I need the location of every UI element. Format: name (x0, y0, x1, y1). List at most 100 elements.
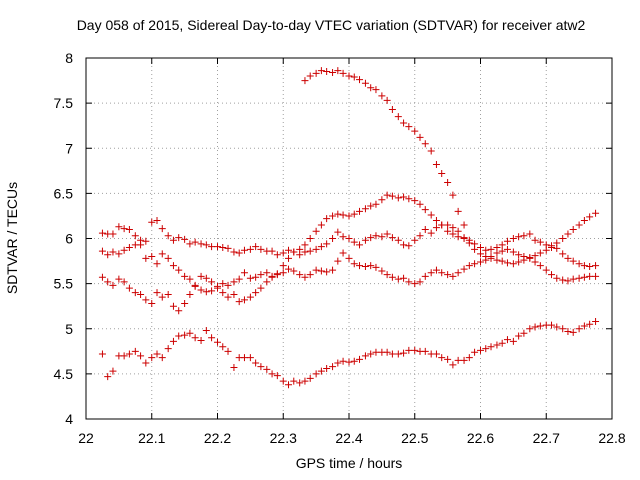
data-point (372, 348, 380, 356)
data-point (427, 211, 435, 219)
data-point (542, 246, 550, 254)
data-point (449, 230, 457, 238)
data-point (548, 244, 556, 252)
data-point (263, 365, 271, 373)
x-tick-label: 22.1 (138, 430, 165, 446)
data-point (224, 244, 232, 252)
data-point (191, 334, 199, 342)
data-point (416, 278, 424, 286)
x-tick-label: 22 (78, 430, 94, 446)
data-point (148, 253, 156, 261)
data-point (120, 352, 128, 360)
data-point (240, 246, 248, 254)
data-point (306, 235, 314, 242)
data-point (482, 256, 490, 264)
data-point (509, 260, 517, 268)
data-point (329, 266, 337, 274)
data-point (202, 241, 210, 249)
data-point (405, 242, 413, 250)
y-tick-label: 6.5 (54, 185, 74, 201)
data-point (246, 274, 254, 282)
data-point (98, 229, 106, 237)
data-point (323, 268, 331, 276)
data-point (498, 257, 506, 265)
data-point (411, 346, 419, 354)
data-point (542, 266, 550, 274)
data-point (559, 250, 567, 258)
data-point (268, 370, 276, 378)
data-point (279, 262, 287, 270)
data-point (240, 269, 248, 277)
data-point (268, 247, 276, 255)
data-point (296, 379, 304, 387)
data-point (487, 253, 495, 261)
data-point (137, 290, 145, 298)
data-point (224, 293, 232, 301)
data-point (361, 79, 369, 87)
data-point (575, 221, 583, 229)
data-point (339, 233, 347, 241)
data-point (564, 277, 572, 285)
x-tick-label: 22.7 (533, 430, 560, 446)
data-point (575, 274, 583, 282)
series-track-low (98, 318, 600, 389)
data-point (153, 216, 161, 224)
data-point (224, 281, 232, 289)
y-tick-label: 8 (65, 50, 73, 66)
data-point (104, 278, 112, 286)
data-point (411, 197, 419, 205)
data-point (444, 221, 452, 229)
data-point (580, 273, 588, 281)
data-point (411, 127, 419, 135)
y-tick-label: 7 (65, 140, 73, 156)
data-point (569, 328, 577, 336)
data-point (465, 239, 473, 247)
data-point (142, 254, 150, 262)
data-point (317, 367, 325, 375)
data-point (235, 298, 243, 306)
data-point (526, 325, 534, 333)
data-point (515, 251, 523, 259)
data-point (175, 332, 183, 340)
data-point (290, 377, 298, 385)
data-point (186, 240, 194, 248)
data-point (345, 235, 353, 242)
data-point (378, 196, 386, 204)
data-point (131, 232, 139, 240)
data-point (531, 252, 539, 260)
data-point (449, 272, 457, 280)
data-point (515, 233, 523, 241)
data-point (493, 256, 501, 264)
data-point (536, 262, 544, 270)
data-point (312, 266, 320, 274)
data-point (432, 224, 440, 232)
data-point (306, 247, 314, 255)
data-point (219, 343, 227, 351)
data-point (175, 234, 183, 242)
x-tick-label: 22.3 (270, 430, 297, 446)
data-point (444, 179, 452, 187)
data-point (235, 275, 243, 283)
data-point (536, 249, 544, 257)
data-point (421, 347, 429, 355)
data-point (586, 262, 594, 270)
data-point (104, 373, 112, 381)
data-point (153, 260, 161, 268)
data-point (240, 354, 248, 362)
data-point (471, 348, 479, 356)
data-point (449, 191, 457, 199)
data-point (350, 260, 358, 268)
data-point (454, 356, 462, 364)
data-point (186, 290, 194, 298)
data-point (334, 257, 342, 265)
data-point (350, 210, 358, 218)
data-point (329, 212, 337, 220)
data-point (444, 355, 452, 363)
data-point (301, 241, 309, 249)
data-point (208, 278, 216, 286)
data-point (586, 272, 594, 280)
data-point (548, 271, 556, 279)
data-point (477, 346, 484, 354)
data-point (449, 224, 457, 232)
